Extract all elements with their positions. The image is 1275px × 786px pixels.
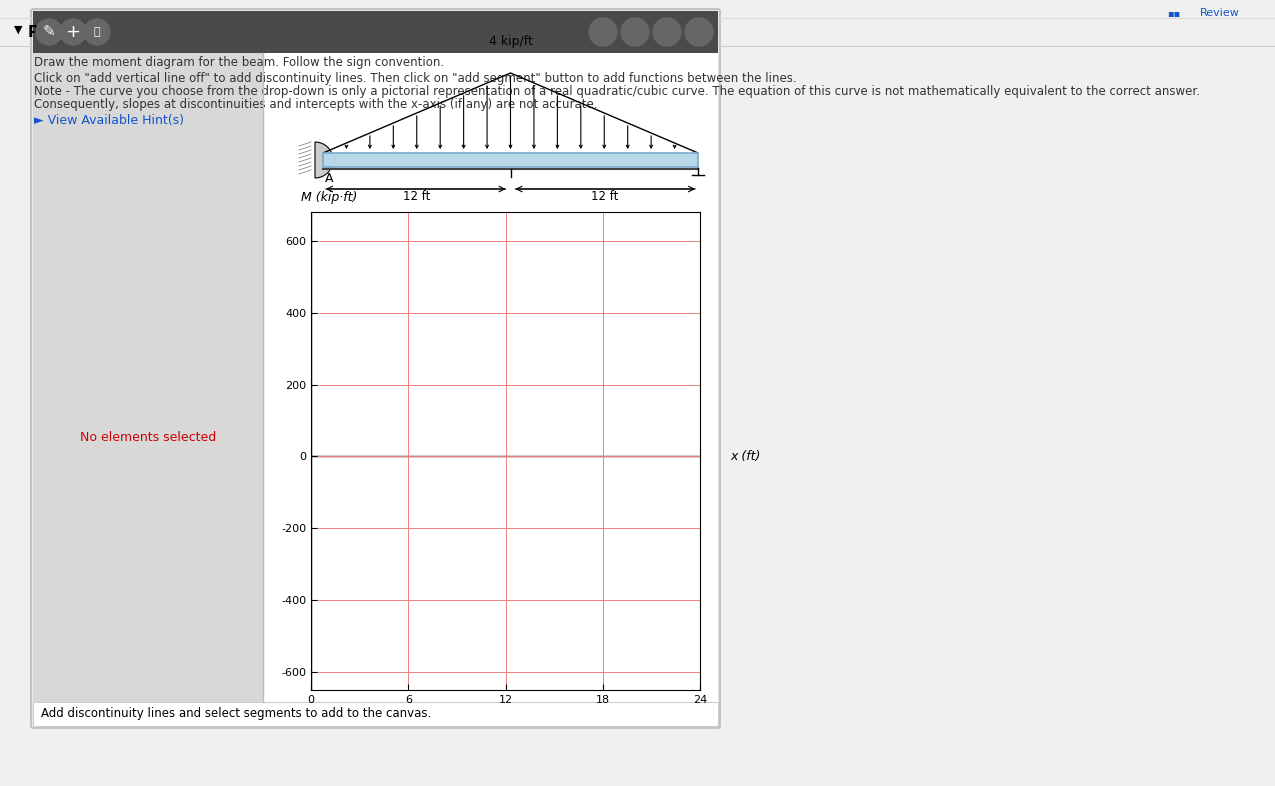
Wedge shape bbox=[315, 142, 333, 178]
Bar bbox=[263, 53, 718, 702]
Text: Draw the moment diagram for the beam. Follow the sign convention.: Draw the moment diagram for the beam. Fo… bbox=[34, 56, 444, 69]
Text: ► View Available Hint(s): ► View Available Hint(s) bbox=[34, 114, 184, 127]
Circle shape bbox=[84, 19, 110, 45]
Text: ⬛: ⬛ bbox=[93, 27, 101, 37]
Bar bbox=[33, 11, 718, 53]
Text: +: + bbox=[65, 23, 80, 41]
Circle shape bbox=[621, 18, 649, 46]
Text: Note - The curve you choose from the drop-down is only a pictorial representatio: Note - The curve you choose from the dro… bbox=[34, 85, 1200, 98]
Text: Part B: Part B bbox=[28, 25, 80, 40]
Text: x (ft): x (ft) bbox=[731, 450, 760, 463]
Text: A: A bbox=[325, 172, 334, 185]
Text: Review: Review bbox=[1200, 8, 1241, 18]
Text: 12 ft: 12 ft bbox=[403, 190, 431, 203]
Circle shape bbox=[36, 19, 62, 45]
Text: M (kip·ft): M (kip·ft) bbox=[301, 191, 357, 204]
Text: 4 kip/ft: 4 kip/ft bbox=[488, 35, 533, 48]
Bar bbox=[33, 53, 263, 702]
Circle shape bbox=[589, 18, 617, 46]
Text: Click on "add vertical line off" to add discontinuity lines. Then click on "add : Click on "add vertical line off" to add … bbox=[34, 72, 797, 85]
Text: ▪▪: ▪▪ bbox=[1167, 8, 1179, 18]
Text: 12 ft: 12 ft bbox=[590, 190, 618, 203]
FancyBboxPatch shape bbox=[31, 9, 720, 728]
Bar bbox=[33, 702, 718, 726]
Circle shape bbox=[653, 18, 681, 46]
Text: Consequently, slopes at discontinuities and intercepts with the x-axis (if any) : Consequently, slopes at discontinuities … bbox=[34, 98, 598, 111]
Text: Add discontinuity lines and select segments to add to the canvas.: Add discontinuity lines and select segme… bbox=[41, 707, 431, 721]
Circle shape bbox=[685, 18, 713, 46]
Text: ✎: ✎ bbox=[42, 24, 55, 39]
Text: No elements selected: No elements selected bbox=[80, 431, 217, 444]
Bar bbox=[323, 153, 697, 167]
Text: ▼: ▼ bbox=[14, 25, 23, 35]
Circle shape bbox=[60, 19, 85, 45]
